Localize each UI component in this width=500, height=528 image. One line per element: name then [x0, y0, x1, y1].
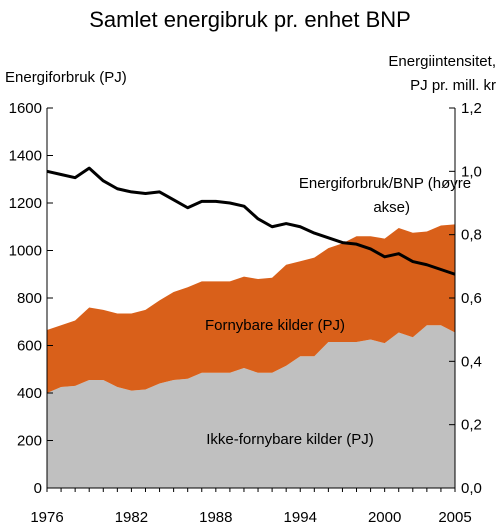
right-axis-label-line-1: Energiintensitet, — [388, 53, 496, 70]
y-right-tick-label: 0,4 — [461, 353, 482, 370]
y-left-tick-label: 1400 — [9, 148, 42, 165]
stacked-areas — [47, 224, 455, 488]
series-label-renewable: Fornybare kilder (PJ) — [205, 317, 345, 334]
y-right-tick-label: 0,8 — [461, 227, 482, 244]
y-left-tick-label: 1200 — [9, 195, 42, 212]
y-left-tick-label: 1000 — [9, 243, 42, 260]
y-left-tick-label: 0 — [34, 480, 42, 497]
series-label-intensity-line-1: Energiforbruk/BNP (høyre — [299, 175, 471, 192]
x-tick-label: 2000 — [368, 509, 401, 526]
chart-title: Samlet energibruk pr. enhet BNP — [89, 7, 411, 32]
y-left-tick-label: 200 — [17, 433, 42, 450]
y-left-tick-label: 600 — [17, 338, 42, 355]
intensity-line-layer — [46, 166, 456, 276]
y-right-tick-label: 0,0 — [461, 480, 482, 497]
line-intensity — [46, 166, 456, 276]
area-nonrenewable — [47, 325, 455, 488]
y-left-tick-label: 800 — [17, 290, 42, 307]
x-tick-label: 1982 — [115, 509, 148, 526]
y-right-tick-label: 1,2 — [461, 100, 482, 117]
x-tick-label: 1988 — [199, 509, 232, 526]
left-axis-label: Energiforbruk (PJ) — [5, 69, 127, 86]
y-left-tick-label: 400 — [17, 385, 42, 402]
y-right-tick-label: 0,2 — [461, 417, 482, 434]
y-right-tick-label: 0,6 — [461, 290, 482, 307]
series-label-nonrenewable: Ikke-fornybare kilder (PJ) — [206, 431, 374, 448]
y-right-tick-label: 1,0 — [461, 163, 482, 180]
series-label-intensity-line-2: akse) — [373, 199, 410, 216]
y-left-tick-label: 1600 — [9, 100, 42, 117]
x-tick-label: 2005 — [438, 509, 471, 526]
x-tick-label: 1994 — [284, 509, 317, 526]
area-renewable — [47, 224, 455, 393]
x-tick-label: 1976 — [30, 509, 63, 526]
axes: 0 200 400 600 800 1000 1200 1400 1600 0,0 0,2 0,4 0,… — [9, 100, 482, 526]
right-axis-label-line-2: PJ pr. mill. kr — [410, 77, 496, 94]
